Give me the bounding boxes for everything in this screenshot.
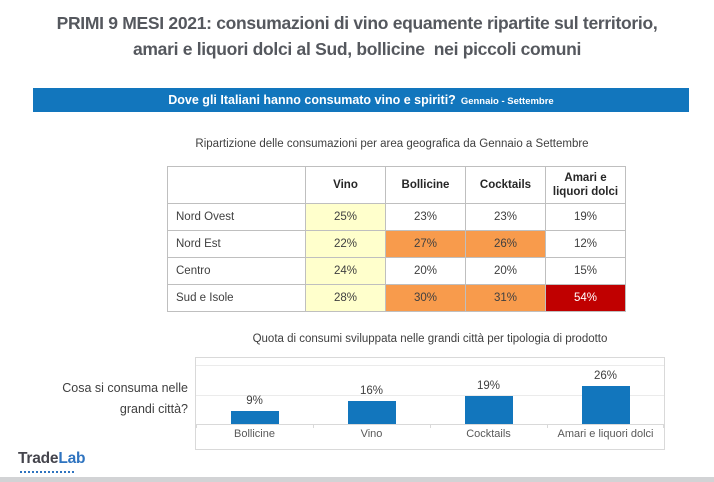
row-label: Sud e Isole [167,284,306,312]
banner-period: Gennaio - Settembre [460,95,554,107]
table-row: Centro 24% 20% 20% 15% [167,257,626,285]
table-cell: 23% [385,203,466,231]
column-header: Cocktails [465,166,546,204]
bar-value-label: 16% [359,385,384,397]
table-cell: 15% [545,257,626,285]
table-cell: 24% [305,257,386,285]
table-cell: 20% [465,257,546,285]
slide-title-line-2: amari e liquori dolci al Sud, bollicine … [132,39,582,59]
row-label: Nord Ovest [167,203,306,231]
table-cell: 30% [385,284,466,312]
table-row: Nord Ovest 25% 23% 23% 19% [167,203,626,231]
table-cell: 31% [465,284,546,312]
row-label: Centro [167,257,306,285]
axis-tick [313,424,314,428]
consumption-table-head: Vino Bollicine Cocktails Amari e liquori do… [167,166,626,204]
x-axis-label: Cocktails [466,428,511,440]
table-cell: 19% [545,203,626,231]
column-header: Bollicine [385,166,466,204]
question-banner: Dove gli Italiani hanno consumato vino e… [33,88,689,112]
corner-cell [167,166,306,204]
x-axis-label: Vino [360,428,383,440]
bar [582,386,630,424]
bottom-edge-band [0,477,714,482]
bar [348,401,396,424]
gridline [196,365,664,366]
table-cell: 54% [545,284,626,312]
bar-value-label: 9% [246,395,263,407]
bar-chart: 9% Bollicine 16% Vino 19% Cocktails 26% Amari e… [195,357,665,450]
table-cell: 25% [305,203,386,231]
slide-title-line-1: PRIMI 9 MESI 2021: consumazioni di vino … [56,13,658,33]
logo-text-lab: Lab [58,450,86,467]
table-cell: 23% [465,203,546,231]
axis-tick [547,424,548,428]
table-cell: 22% [305,230,386,258]
column-header: Amari e liquori dolci [545,166,626,204]
bar [231,411,279,424]
logo-dotted-underline [20,471,74,473]
table-row: Nord Est 22% 27% 26% 12% [167,230,626,258]
bar [465,396,513,424]
consumption-table-body: Nord Ovest 25% 23% 23% 19% Nord Est 22% 27% 26% 1… [167,203,626,312]
header-row: Vino Bollicine Cocktails Amari e liquori do… [167,166,626,204]
slide-title: PRIMI 9 MESI 2021: consumazioni di vino … [20,10,694,62]
table-cell: 27% [385,230,466,258]
column-header: Vino [305,166,386,204]
row-label: Nord Est [167,230,306,258]
x-axis-label: Bollicine [234,428,275,440]
table-cell: 20% [385,257,466,285]
banner-question: Dove gli Italiani hanno consumato vino e… [168,93,456,107]
table-row: Sud e Isole 28% 30% 31% 54% [167,284,626,312]
table-cell: 28% [305,284,386,312]
side-note: Cosa si consuma nelle grandi città? [20,378,188,420]
table-title: Ripartizione delle consumazioni per area… [195,138,589,150]
bar-value-label: 19% [476,380,501,392]
table-cell: 26% [465,230,546,258]
x-axis-label: Amari e liquori dolci [557,428,654,440]
axis-tick [430,424,431,428]
bar-value-label: 26% [593,370,618,382]
tradelab-logo: TradeLab [18,450,86,468]
side-note-line-1: Cosa si consuma nelle [62,381,188,395]
logo-text-trade: Trade [18,450,59,467]
axis-tick [663,424,664,428]
axis-tick [196,424,197,428]
side-note-line-2: grandi città? [119,402,188,416]
gridline [196,395,664,396]
consumption-table: Vino Bollicine Cocktails Amari e liquori do… [167,166,626,312]
chart-title: Quota di consumi sviluppata nelle grandi… [252,333,608,345]
table-cell: 12% [545,230,626,258]
